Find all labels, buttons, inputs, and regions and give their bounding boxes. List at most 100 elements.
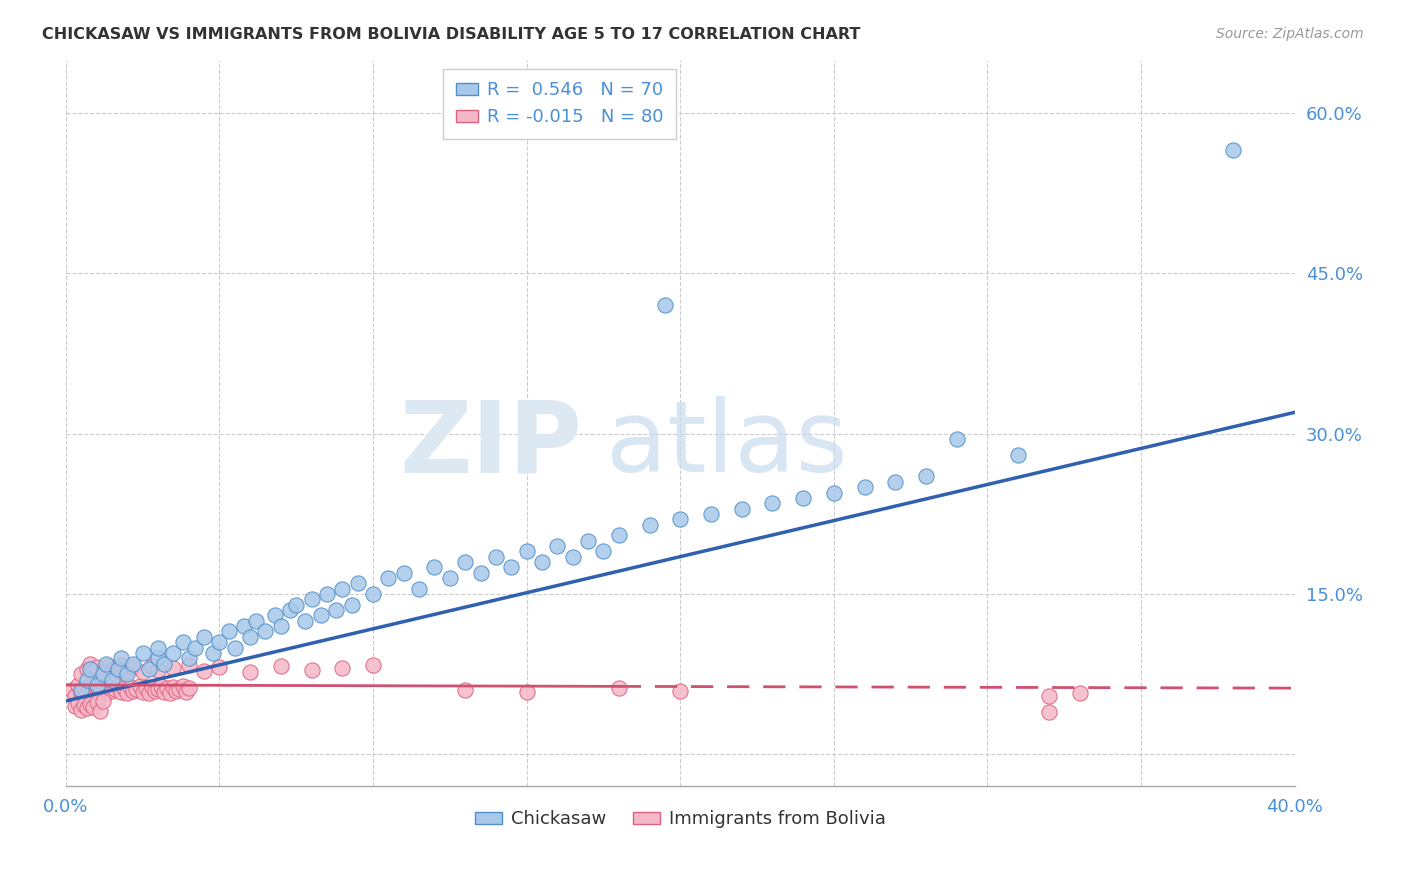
Point — [1222, 144, 1244, 158]
Point — [731, 501, 754, 516]
Point — [761, 496, 783, 510]
Text: ZIP: ZIP — [399, 396, 582, 493]
Point — [1038, 705, 1060, 719]
Point — [79, 657, 101, 671]
Point — [70, 685, 93, 699]
Point — [101, 663, 124, 677]
Point — [263, 608, 285, 623]
Point — [592, 544, 614, 558]
Point — [82, 684, 104, 698]
Point — [177, 681, 200, 695]
Point — [67, 678, 90, 692]
Point — [117, 664, 139, 678]
Point — [91, 694, 114, 708]
Point — [125, 682, 148, 697]
Point — [76, 701, 98, 715]
Point — [101, 684, 124, 698]
Point — [270, 658, 292, 673]
Point — [330, 582, 353, 596]
Point — [945, 432, 967, 446]
Point — [146, 682, 169, 697]
Point — [346, 576, 368, 591]
Point — [638, 517, 661, 532]
Point — [202, 646, 225, 660]
Point — [516, 544, 538, 558]
Point — [316, 587, 339, 601]
Point — [361, 587, 384, 601]
Point — [1007, 448, 1029, 462]
Point — [94, 686, 117, 700]
Point — [330, 661, 353, 675]
Point — [131, 665, 153, 679]
Point — [153, 657, 176, 671]
Point — [294, 614, 316, 628]
Point — [301, 663, 323, 677]
Point — [607, 681, 630, 695]
Point — [454, 555, 477, 569]
Point — [792, 491, 814, 505]
Point — [159, 686, 181, 700]
Point — [110, 685, 132, 699]
Point — [162, 680, 184, 694]
Point — [177, 651, 200, 665]
Point — [270, 619, 292, 633]
Point — [607, 528, 630, 542]
Text: CHICKASAW VS IMMIGRANTS FROM BOLIVIA DISABILITY AGE 5 TO 17 CORRELATION CHART: CHICKASAW VS IMMIGRANTS FROM BOLIVIA DIS… — [42, 27, 860, 42]
Point — [122, 657, 145, 671]
Point — [245, 614, 267, 628]
Point — [853, 480, 876, 494]
Point — [143, 684, 166, 698]
Point — [117, 686, 139, 700]
Point — [79, 680, 101, 694]
Point — [63, 699, 86, 714]
Point — [546, 539, 568, 553]
Point — [309, 608, 332, 623]
Point — [377, 571, 399, 585]
Point — [470, 566, 492, 580]
Point — [79, 662, 101, 676]
Point — [70, 702, 93, 716]
Point — [177, 657, 200, 672]
Point — [97, 680, 120, 694]
Point — [150, 679, 173, 693]
Point — [218, 624, 240, 639]
Point — [1038, 689, 1060, 703]
Point — [91, 665, 114, 679]
Point — [73, 681, 96, 695]
Point — [146, 640, 169, 655]
Point — [73, 698, 96, 713]
Point — [104, 682, 127, 697]
Point — [63, 689, 86, 703]
Point — [76, 662, 98, 676]
Point — [162, 661, 184, 675]
Point — [97, 658, 120, 673]
Point — [117, 667, 139, 681]
Point — [884, 475, 907, 489]
Point — [128, 679, 150, 693]
Point — [915, 469, 938, 483]
Point — [361, 657, 384, 672]
Point — [70, 667, 93, 681]
Point — [138, 662, 160, 676]
Point — [700, 507, 723, 521]
Point — [94, 657, 117, 671]
Point — [86, 695, 108, 709]
Point — [101, 673, 124, 687]
Point — [91, 667, 114, 681]
Point — [131, 685, 153, 699]
Point — [60, 683, 83, 698]
Point — [285, 598, 308, 612]
Point — [233, 619, 256, 633]
Point — [82, 664, 104, 678]
Point — [208, 635, 231, 649]
Point — [501, 560, 523, 574]
Point — [193, 630, 215, 644]
Point — [82, 700, 104, 714]
Point — [76, 673, 98, 687]
Point — [530, 555, 553, 569]
Text: Source: ZipAtlas.com: Source: ZipAtlas.com — [1216, 27, 1364, 41]
Point — [208, 659, 231, 673]
Point — [454, 683, 477, 698]
Point — [86, 678, 108, 692]
Point — [89, 704, 111, 718]
